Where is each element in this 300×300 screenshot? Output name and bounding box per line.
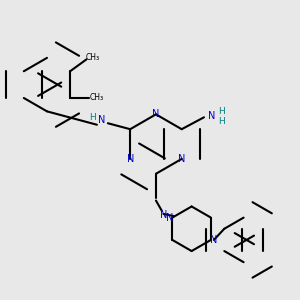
Text: N: N — [210, 235, 218, 245]
Text: N: N — [160, 210, 167, 220]
Text: N: N — [166, 213, 173, 223]
Text: CH₃: CH₃ — [89, 93, 103, 102]
Text: H: H — [89, 113, 95, 122]
Text: H: H — [218, 117, 225, 126]
Text: H: H — [218, 107, 225, 116]
Text: N: N — [152, 109, 160, 119]
Text: N: N — [208, 111, 215, 121]
Text: N: N — [178, 154, 185, 164]
Text: CH₃: CH₃ — [85, 53, 100, 62]
Text: N: N — [127, 154, 134, 164]
Text: N: N — [98, 115, 106, 125]
